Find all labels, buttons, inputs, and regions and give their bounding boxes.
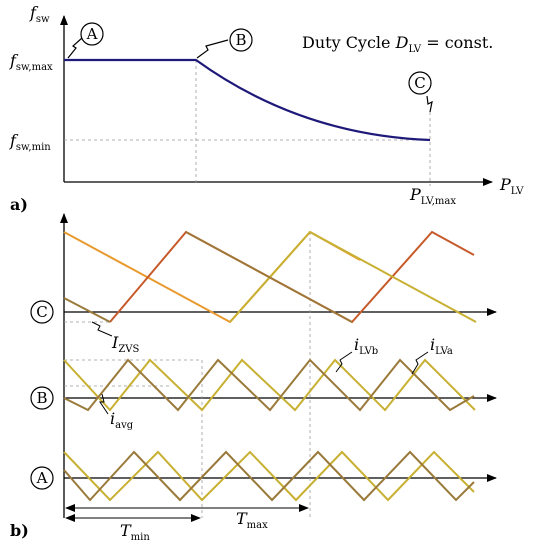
row-c-marker: C	[30, 300, 54, 324]
iavg-leader	[99, 393, 109, 415]
point-a-marker: A	[67, 22, 104, 59]
row-c-current-brown	[63, 297, 111, 323]
tmax-label: Tmax	[236, 509, 268, 531]
point-a-label: A	[86, 25, 98, 43]
panel-a-label: a)	[10, 195, 28, 214]
row-a-label: A	[36, 469, 48, 487]
row-c-current-olive-b	[229, 230, 477, 323]
fsw-max-label: fsw,max	[9, 51, 53, 73]
ilvb-label: iLVb	[354, 335, 378, 357]
fsw-min-label: fsw,min	[9, 131, 51, 153]
panel-b: C B A IZVS iavg iLVb iLVa	[10, 213, 497, 543]
ilva-leader	[411, 351, 429, 375]
fsw-curve	[64, 58, 431, 142]
panel-a-x-axis-label: PLV	[499, 175, 524, 197]
izvs-label: IZVS	[111, 333, 139, 355]
row-a-marker: A	[30, 466, 54, 490]
panel-b-label: b)	[10, 521, 29, 540]
iavg-label: iavg	[110, 409, 134, 431]
ilvb-leader	[335, 351, 353, 373]
point-b-label: B	[235, 31, 246, 49]
row-b-marker: B	[30, 386, 54, 410]
ilva-label: iLVa	[430, 335, 453, 357]
izvs-leader	[91, 321, 113, 337]
row-a-current-brown	[63, 450, 475, 502]
plv-max-label: PLV,max	[409, 185, 456, 207]
panel-a: fsw PLV fsw,max fsw,min PLV,max Duty Cyc…	[9, 3, 524, 214]
row-b-label: B	[36, 389, 47, 407]
row-b-current-brown	[63, 358, 475, 412]
row-c-current-brown-b	[185, 231, 353, 323]
panel-a-y-axis-label: fsw	[29, 3, 50, 25]
tmin-label: Tmin	[120, 521, 150, 543]
point-c-marker: C	[408, 71, 433, 113]
duty-cycle-annotation: Duty Cycle DLV = const.	[302, 33, 493, 55]
row-c-label: C	[36, 303, 47, 321]
row-b-current-olive	[63, 358, 476, 412]
point-c-label: C	[414, 74, 425, 92]
point-b-marker: B	[196, 28, 253, 59]
row-c-current-dark-orange	[109, 230, 475, 324]
row-a-current-olive	[63, 450, 475, 502]
